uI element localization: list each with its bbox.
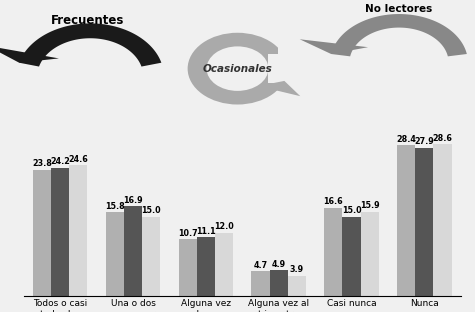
- Bar: [415, 148, 434, 296]
- Text: No lectores: No lectores: [365, 4, 433, 14]
- Text: 28.4: 28.4: [396, 135, 416, 144]
- Bar: [197, 237, 215, 296]
- Text: 11.1: 11.1: [196, 227, 216, 236]
- Bar: [397, 145, 415, 296]
- Text: 15.9: 15.9: [360, 201, 380, 210]
- Text: 28.6: 28.6: [433, 134, 453, 143]
- Polygon shape: [300, 39, 368, 54]
- Bar: [288, 275, 306, 296]
- Text: 15.8: 15.8: [105, 202, 124, 211]
- Bar: [179, 239, 197, 296]
- Bar: [268, 54, 294, 83]
- Text: 27.9: 27.9: [415, 137, 434, 146]
- Text: 16.6: 16.6: [323, 197, 343, 207]
- Ellipse shape: [188, 33, 287, 105]
- Polygon shape: [258, 81, 300, 96]
- Bar: [270, 270, 288, 296]
- Text: 12.0: 12.0: [214, 222, 234, 231]
- Text: 10.7: 10.7: [178, 229, 198, 238]
- Bar: [251, 271, 270, 296]
- Text: 4.9: 4.9: [272, 260, 286, 269]
- Ellipse shape: [207, 46, 268, 91]
- Text: 24.2: 24.2: [50, 157, 70, 166]
- Bar: [278, 47, 308, 90]
- Bar: [142, 217, 161, 296]
- Bar: [434, 144, 452, 296]
- Text: 3.9: 3.9: [290, 265, 304, 274]
- Polygon shape: [19, 23, 162, 66]
- Bar: [361, 212, 379, 296]
- Text: 24.6: 24.6: [68, 155, 88, 164]
- Text: 23.8: 23.8: [32, 159, 52, 168]
- Polygon shape: [331, 14, 467, 56]
- Text: 4.7: 4.7: [253, 261, 267, 270]
- Text: Ocasionales: Ocasionales: [203, 64, 272, 74]
- Text: 16.9: 16.9: [123, 196, 143, 205]
- Bar: [215, 232, 233, 296]
- Bar: [106, 212, 124, 296]
- Bar: [69, 165, 87, 296]
- Text: 15.0: 15.0: [342, 206, 361, 215]
- Bar: [33, 170, 51, 296]
- Text: Frecuentes: Frecuentes: [51, 14, 124, 27]
- Bar: [324, 208, 342, 296]
- Bar: [51, 168, 69, 296]
- Polygon shape: [0, 46, 59, 63]
- Bar: [342, 217, 361, 296]
- Text: 15.0: 15.0: [142, 206, 161, 215]
- Bar: [124, 207, 142, 296]
